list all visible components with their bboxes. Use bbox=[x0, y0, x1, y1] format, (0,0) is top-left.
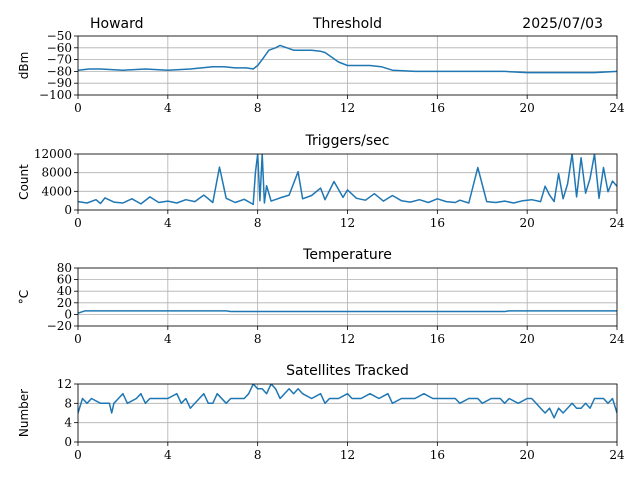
x-tick-label: 8 bbox=[254, 101, 262, 115]
temperature-series-line bbox=[78, 310, 617, 314]
y-tick-label: −100 bbox=[39, 88, 72, 102]
x-tick-label: 8 bbox=[254, 448, 262, 462]
temperature-title: Temperature bbox=[302, 247, 392, 263]
x-tick-label: 0 bbox=[74, 216, 82, 230]
x-tick-label: 20 bbox=[520, 448, 535, 462]
x-tick-label: 20 bbox=[520, 216, 535, 230]
y-tick-label: 8000 bbox=[41, 166, 72, 180]
y-tick-label: −60 bbox=[47, 41, 72, 55]
threshold-series-line bbox=[78, 44, 617, 74]
satellites-ylabel: Number bbox=[17, 389, 31, 437]
x-tick-label: 16 bbox=[430, 216, 445, 230]
x-tick-label: 12 bbox=[340, 332, 355, 346]
threshold-ylabel: dBm bbox=[17, 52, 31, 80]
x-tick-label: 0 bbox=[74, 332, 82, 346]
x-tick-label: 20 bbox=[520, 332, 535, 346]
y-tick-label: −50 bbox=[47, 29, 72, 43]
x-tick-label: 16 bbox=[430, 101, 445, 115]
y-tick-label: 20 bbox=[57, 296, 72, 310]
x-tick-label: 4 bbox=[164, 101, 172, 115]
temperature-ylabel: °C bbox=[17, 290, 31, 304]
satellites-title: Satellites Tracked bbox=[286, 363, 409, 379]
y-tick-label: 12 bbox=[57, 377, 72, 391]
threshold-title: Threshold bbox=[312, 16, 382, 32]
x-tick-label: 16 bbox=[430, 332, 445, 346]
satellites-series-line bbox=[78, 384, 617, 419]
x-tick-label: 4 bbox=[164, 332, 172, 346]
x-tick-label: 4 bbox=[164, 216, 172, 230]
x-tick-label: 8 bbox=[254, 216, 262, 230]
x-tick-label: 12 bbox=[340, 448, 355, 462]
triggers-title: Triggers/sec bbox=[305, 133, 390, 149]
x-tick-label: 8 bbox=[254, 332, 262, 346]
y-tick-label: 4000 bbox=[41, 184, 72, 198]
triggers-ylabel: Count bbox=[17, 164, 31, 200]
y-tick-label: −80 bbox=[47, 64, 72, 78]
station-name: Howard bbox=[90, 16, 144, 32]
x-tick-label: 12 bbox=[340, 216, 355, 230]
y-tick-label: 8 bbox=[64, 396, 72, 410]
x-tick-label: 24 bbox=[609, 216, 625, 230]
y-tick-label: 40 bbox=[57, 284, 72, 298]
y-tick-label: 0 bbox=[64, 307, 72, 321]
y-tick-label: 0 bbox=[64, 435, 72, 449]
x-tick-label: 12 bbox=[340, 101, 355, 115]
threshold-panel: 0 4 8 12 16 20 24 −100−90−80−70−60−50 Threshold d… bbox=[17, 16, 625, 115]
x-tick-label: 24 bbox=[609, 448, 625, 462]
y-tick-label: 4 bbox=[64, 416, 72, 430]
chart-panels: 0 4 8 12 16 20 24 −100−90−80−70−60−50 Threshold d… bbox=[17, 16, 625, 462]
y-tick-label: −20 bbox=[47, 319, 72, 333]
y-tick-label: 0 bbox=[64, 203, 72, 217]
y-tick-label: 60 bbox=[57, 273, 72, 287]
date-label: 2025/07/03 bbox=[522, 16, 603, 32]
y-tick-label: −70 bbox=[47, 53, 72, 67]
y-tick-label: 80 bbox=[57, 261, 72, 275]
x-tick-label: 24 bbox=[609, 101, 625, 115]
triggers-series-line bbox=[78, 154, 617, 206]
x-tick-label: 4 bbox=[164, 448, 172, 462]
x-tick-label: 24 bbox=[609, 332, 625, 346]
triggers-panel: 0 4 8 12 16 20 24 0 4000 8000 12000 Triggers/sec Cou… bbox=[17, 133, 625, 230]
x-tick-label: 0 bbox=[74, 448, 82, 462]
y-tick-label: 12000 bbox=[34, 147, 72, 161]
y-tick-label: −90 bbox=[47, 76, 72, 90]
x-tick-label: 20 bbox=[520, 101, 535, 115]
satellites-panel: 0 4 8 12 16 20 24 0 4 8 12 Satellites Tracked Number bbox=[17, 363, 625, 462]
x-tick-label: 0 bbox=[74, 101, 82, 115]
x-tick-label: 16 bbox=[430, 448, 445, 462]
